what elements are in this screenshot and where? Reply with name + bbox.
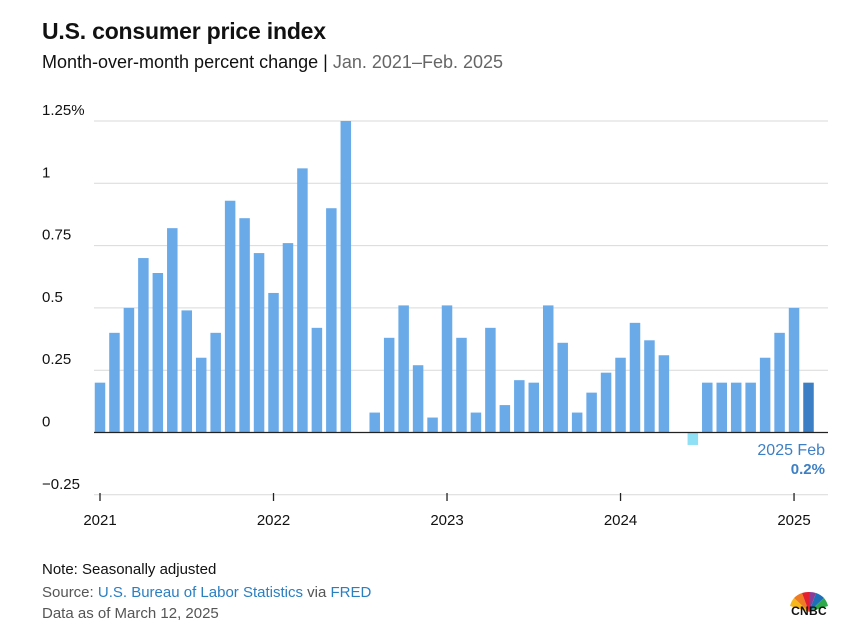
bar	[499, 405, 511, 433]
source-bls-link[interactable]: U.S. Bureau of Labor Statistics	[97, 584, 303, 601]
bar	[759, 357, 771, 433]
bar	[398, 305, 409, 433]
subtitle-main: Month-over-month percent change	[42, 52, 319, 72]
y-tick-label: 0.5	[42, 289, 63, 306]
bar	[730, 382, 742, 433]
bar	[297, 168, 308, 433]
bar	[340, 121, 352, 433]
bar	[138, 258, 149, 433]
y-tick-label: 0.25	[42, 351, 71, 368]
bar	[195, 357, 207, 433]
subtitle-separator: |	[323, 52, 328, 72]
x-tick-label: 2021	[83, 512, 116, 529]
bar	[456, 337, 467, 433]
bar	[369, 412, 380, 433]
bar	[702, 382, 713, 433]
source-prefix: Source:	[42, 584, 98, 601]
cnbc-peacock-logo	[790, 591, 828, 612]
chart-subtitle: Month-over-month percent change | Jan. 2…	[42, 52, 503, 73]
y-tick-label: 0.75	[42, 227, 71, 244]
source-via: via	[302, 584, 331, 601]
cpi-bar-chart: 1.25% 1 0.75 0.5 0.25 0 −0.25 2021 2022 2023 2024 2…	[42, 102, 828, 529]
bar	[485, 327, 496, 433]
bar	[167, 228, 178, 433]
bar	[224, 200, 236, 433]
bar	[528, 382, 540, 433]
y-tick-label: −0.25	[42, 476, 80, 493]
x-tick-label: 2024	[604, 512, 637, 529]
source-line: Source: U.S. Bureau of Labor Statistics …	[42, 584, 371, 601]
bar	[716, 382, 727, 433]
x-tick-label: 2022	[257, 512, 290, 529]
bar	[586, 392, 597, 433]
data-as-of: Data as of March 12, 2025	[42, 605, 219, 622]
bar	[745, 382, 756, 433]
source-fred-link[interactable]: FRED	[330, 584, 372, 601]
bar	[152, 273, 164, 433]
y-tick-label: 1	[42, 164, 50, 181]
y-tick-label: 0	[42, 414, 50, 431]
bar	[571, 412, 583, 433]
x-tick-label: 2023	[430, 512, 463, 529]
bar	[311, 327, 323, 433]
bar	[803, 382, 814, 433]
bar	[94, 382, 106, 433]
bar	[427, 417, 438, 433]
bar	[239, 218, 250, 433]
bar	[687, 432, 699, 445]
bar	[470, 412, 482, 433]
bar	[557, 342, 568, 433]
y-tick-label: 1.25%	[42, 102, 85, 119]
bar	[210, 332, 221, 433]
bar	[181, 310, 193, 433]
bar	[644, 340, 655, 433]
annotation-latest-value: 0.2%	[791, 461, 825, 478]
bar	[282, 243, 294, 433]
subtitle-range: Jan. 2021–Feb. 2025	[332, 52, 504, 72]
bar	[109, 332, 120, 433]
note-seasonally-adjusted: Note: Seasonally adjusted	[42, 561, 217, 578]
bar	[542, 305, 554, 433]
annotation-latest-month: 2025 Feb	[757, 442, 825, 459]
bar	[326, 208, 337, 433]
bar	[441, 305, 453, 433]
bar	[658, 355, 670, 433]
bar	[629, 322, 641, 433]
bar	[774, 332, 785, 433]
bar	[600, 372, 612, 433]
bar	[615, 357, 626, 433]
x-tick-label: 2025	[777, 512, 810, 529]
bar	[514, 380, 525, 433]
bar	[123, 307, 135, 433]
bar	[383, 337, 395, 433]
chart-title: U.S. consumer price index	[42, 18, 326, 44]
bar	[788, 307, 800, 433]
bar	[268, 292, 279, 433]
cnbc-logo-text: CNBC	[791, 604, 827, 618]
bar	[412, 365, 424, 433]
bar	[253, 253, 265, 433]
